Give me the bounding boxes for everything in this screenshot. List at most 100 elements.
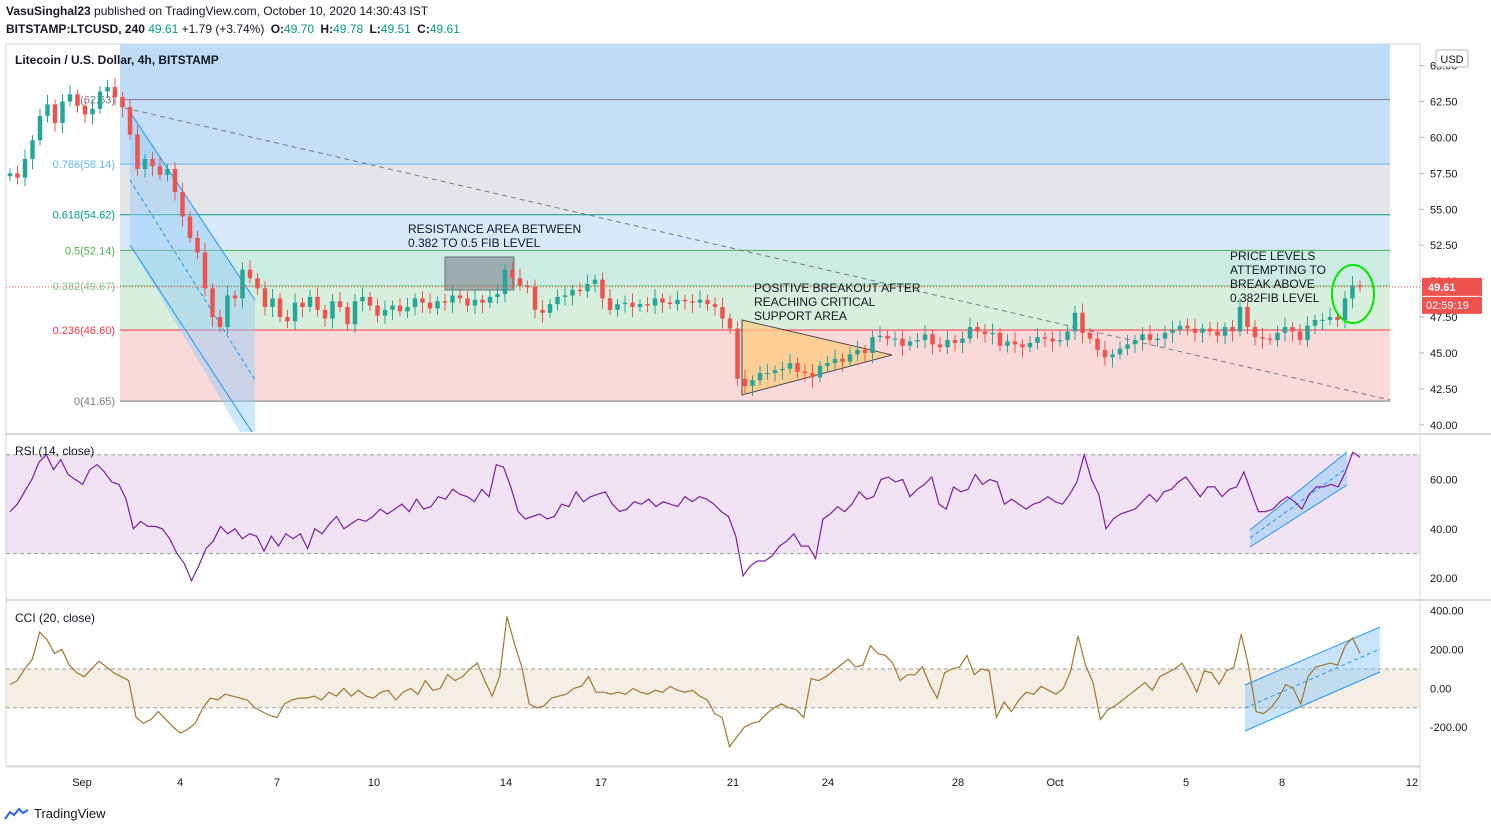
time-tick-label: Oct <box>1046 777 1063 789</box>
symbol-name[interactable]: BITSTAMP:LTCUSD, 240 <box>6 22 145 36</box>
candle-body <box>712 304 718 307</box>
candle-body <box>787 363 793 369</box>
candle-body <box>562 295 568 297</box>
candle-body <box>142 158 148 170</box>
fib-zone <box>120 99 1390 165</box>
candle-body <box>900 338 905 346</box>
candle-body <box>412 298 418 307</box>
candle-body <box>637 304 643 307</box>
candle-body <box>1170 329 1175 333</box>
candle-body <box>427 302 433 309</box>
tradingview-logo-icon[interactable] <box>4 807 30 821</box>
candle-body <box>1185 325 1190 329</box>
candle-body <box>1237 306 1243 332</box>
candle-body <box>1327 317 1333 320</box>
candle-body <box>1072 312 1078 332</box>
candle-body <box>322 309 328 319</box>
candle-body <box>1095 338 1100 351</box>
candle-body <box>442 301 448 303</box>
fib-level-label: 1(62.63) <box>74 95 115 107</box>
candle-body <box>1260 337 1265 339</box>
time-tick-label: 5 <box>1183 777 1189 789</box>
annotation-text: REACHING CRITICAL <box>754 295 876 309</box>
candle-body <box>727 318 733 329</box>
candle-body <box>300 302 305 307</box>
candle-body <box>502 269 508 295</box>
candle-body <box>525 285 530 287</box>
candle-body <box>30 140 35 159</box>
candle-body <box>472 299 478 306</box>
candle-body <box>405 306 410 312</box>
candle-body <box>772 370 778 374</box>
candle-body <box>1320 319 1325 321</box>
last-price-label: 49.61 <box>1428 282 1456 294</box>
author-name[interactable]: VasuSinghal23 <box>6 4 91 18</box>
candle-body <box>1275 332 1280 341</box>
price-tick-label: 47.50 <box>1430 312 1458 324</box>
candle-body <box>1042 337 1048 339</box>
candle-body <box>697 299 703 303</box>
candle-body <box>907 341 913 346</box>
candle-body <box>742 378 748 387</box>
channel-line <box>129 111 256 301</box>
candle-body <box>1177 325 1183 330</box>
candle-body <box>180 192 185 217</box>
annotation-text: PRICE LEVELS <box>1230 249 1315 263</box>
candle-body <box>705 299 710 305</box>
candle-body <box>592 279 598 284</box>
chart-title: Litecoin / U.S. Dollar, 4h, BITSTAMP <box>15 53 219 67</box>
candle-body <box>45 104 50 116</box>
candle-body <box>1245 306 1250 328</box>
candle-body <box>1147 334 1153 341</box>
candle-body <box>967 327 973 339</box>
candle-body <box>870 337 875 353</box>
tradingview-brand[interactable]: TradingView <box>34 806 106 821</box>
candle-body <box>150 158 155 167</box>
candle-body <box>247 269 253 279</box>
candle-body <box>337 301 343 307</box>
candle-body <box>435 301 440 309</box>
candle-body <box>877 335 883 338</box>
candle-body <box>240 269 245 299</box>
candle-body <box>1080 312 1085 333</box>
descending-channel <box>130 112 255 432</box>
cci-channel-mid <box>1244 648 1381 709</box>
candle-body <box>210 288 215 318</box>
candle-body <box>1230 327 1235 332</box>
candle-body <box>330 301 335 319</box>
candle-body <box>1350 285 1355 299</box>
candle-body <box>1335 317 1340 320</box>
published-text: published on TradingView.com, October 10… <box>94 4 429 18</box>
cci-line <box>9 616 1361 748</box>
candle-body <box>292 302 298 322</box>
candle-body <box>937 344 943 348</box>
candle-body <box>517 278 523 286</box>
price-change: +1.79 (+3.74%) <box>181 22 265 36</box>
candle-body <box>67 94 73 102</box>
candle-body <box>465 298 470 306</box>
candle-body <box>757 373 763 381</box>
candle-body <box>1252 327 1258 338</box>
candle-body <box>367 296 373 306</box>
rsi-tick-label: 40.00 <box>1430 524 1458 536</box>
candle-body <box>630 302 635 307</box>
candle-body <box>1207 328 1213 332</box>
candle-body <box>682 299 688 302</box>
rsi-line <box>9 451 1361 583</box>
candle-body <box>982 331 988 335</box>
time-tick-label: 8 <box>1279 777 1285 789</box>
fib-zone <box>120 214 1390 251</box>
candle-body <box>1027 342 1033 348</box>
candle-body <box>585 283 590 292</box>
candle-body <box>1155 338 1160 341</box>
time-tick-label: 12 <box>1406 777 1418 789</box>
price-tick-label: 55.00 <box>1430 204 1458 216</box>
candle-body <box>450 295 455 303</box>
candle-body <box>667 302 673 305</box>
candle-body <box>540 309 545 313</box>
candle-body <box>397 305 403 312</box>
candle-body <box>922 334 928 341</box>
highlight-circle <box>1331 264 1375 324</box>
candle-body <box>1357 285 1363 287</box>
candle-body <box>22 158 28 178</box>
